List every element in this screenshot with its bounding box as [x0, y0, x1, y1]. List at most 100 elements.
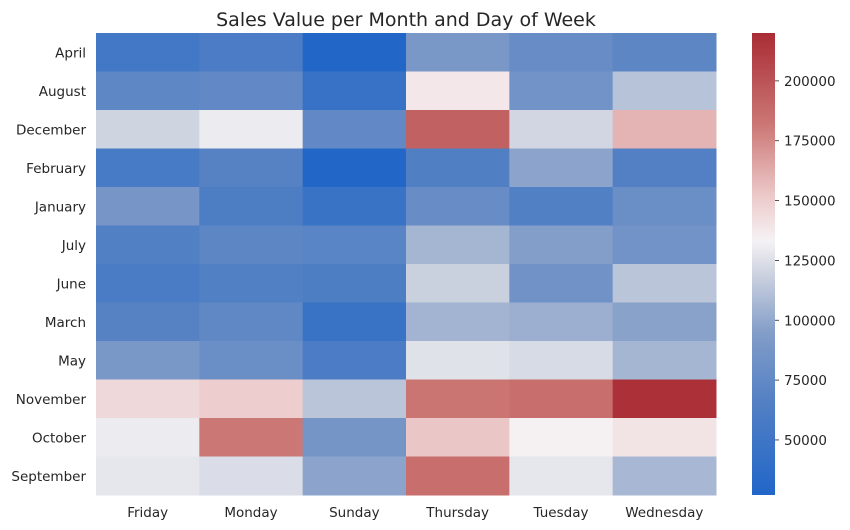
heatmap-cell: [509, 456, 614, 496]
colorbar-gradient: [752, 33, 775, 495]
x-tick-label: Sunday: [329, 505, 380, 521]
heatmap-cell: [612, 379, 717, 419]
heatmap-cell: [96, 33, 200, 72]
heatmap-cell: [509, 341, 614, 380]
heatmap-cell: [302, 33, 407, 72]
heatmap-cell: [406, 225, 510, 265]
y-tick-label: March: [45, 315, 86, 331]
heatmap-cell: [406, 110, 510, 149]
heatmap-cell: [302, 148, 407, 188]
heatmap-cell: [199, 418, 304, 457]
heatmap-cell: [96, 418, 200, 457]
x-tick-label: Tuesday: [533, 505, 589, 521]
y-tick-label: April: [55, 45, 86, 61]
heatmap-cell: [96, 379, 200, 419]
heatmap-cell: [406, 302, 510, 342]
x-tick-label: Wednesday: [625, 505, 703, 521]
heatmap-cell: [509, 71, 614, 111]
y-tick-label: October: [32, 430, 86, 446]
heatmap-cell: [406, 187, 510, 226]
heatmap-cell: [509, 148, 614, 188]
x-tick-label: Friday: [127, 505, 168, 521]
colorbar-tick-label: 50000: [784, 433, 827, 449]
heatmap-cell: [406, 379, 510, 419]
y-tick-label: June: [56, 276, 86, 292]
heatmap-cell: [509, 379, 614, 419]
heatmap-cell: [509, 418, 614, 457]
heatmap-cell: [612, 264, 717, 303]
heatmap-cell: [406, 33, 510, 72]
x-axis-tick-labels: Friday Monday Sunday Thursday Tuesday Wednesd…: [127, 505, 703, 521]
heatmap-cell: [612, 456, 717, 496]
heatmap-cell: [96, 148, 200, 188]
y-tick-label: November: [16, 392, 87, 408]
y-tick-label: May: [58, 353, 86, 369]
heatmap-cell: [302, 341, 407, 380]
heatmap-cell: [199, 71, 304, 111]
y-tick-label: August: [39, 84, 86, 100]
heatmap-cell: [302, 264, 407, 303]
colorbar-tick-label: 200000: [784, 74, 836, 90]
heatmap-cell: [199, 33, 304, 72]
y-tick-label: December: [16, 122, 86, 138]
y-tick-label: July: [61, 238, 86, 254]
heatmap-cell: [406, 418, 510, 457]
chart-title: Sales Value per Month and Day of Week: [216, 9, 596, 31]
heatmap-cell: [302, 302, 407, 342]
y-tick-label: January: [34, 199, 86, 215]
heatmap-cells: [96, 33, 717, 496]
heatmap-cell: [199, 302, 304, 342]
heatmap-cell: [406, 341, 510, 380]
heatmap-cell: [199, 110, 304, 149]
heatmap-cell: [96, 110, 200, 149]
heatmap-cell: [612, 341, 717, 380]
colorbar-tick-label: 150000: [784, 194, 836, 210]
colorbar-tick-label: 100000: [784, 313, 836, 329]
colorbar-tick-label: 175000: [784, 134, 836, 150]
heatmap-cell: [302, 71, 407, 111]
heatmap-cell: [509, 187, 614, 226]
x-tick-label: Thursday: [425, 505, 489, 521]
heatmap-cell: [199, 341, 304, 380]
heatmap-cell: [96, 225, 200, 265]
x-tick-label: Monday: [224, 505, 277, 521]
heatmap-cell: [199, 379, 304, 419]
y-tick-label: September: [11, 469, 86, 485]
heatmap-cell: [509, 264, 614, 303]
heatmap-cell: [199, 148, 304, 188]
colorbar-tick-label: 125000: [784, 253, 836, 269]
heatmap-cell: [302, 418, 407, 457]
heatmap-cell: [302, 110, 407, 149]
heatmap-cell: [199, 264, 304, 303]
heatmap-cell: [96, 456, 200, 496]
heatmap-cell: [199, 456, 304, 496]
heatmap-cell: [199, 225, 304, 265]
heatmap-cell: [612, 148, 717, 188]
heatmap-cell: [612, 71, 717, 111]
colorbar: 50000 75000 100000 125000 150000 175000 200000: [752, 33, 836, 495]
heatmap-cell: [406, 71, 510, 111]
y-axis-tick-labels: April August December February January July Ju…: [11, 45, 86, 485]
heatmap-cell: [96, 341, 200, 380]
heatmap-cell: [612, 302, 717, 342]
heatmap-cell: [612, 225, 717, 265]
heatmap-cell: [96, 187, 200, 226]
heatmap-cell: [302, 225, 407, 265]
y-tick-label: February: [26, 161, 86, 177]
heatmap-cell: [509, 33, 614, 72]
heatmap-cell: [199, 187, 304, 226]
heatmap-cell: [406, 264, 510, 303]
heatmap-cell: [406, 148, 510, 188]
colorbar-tick-label: 75000: [784, 373, 827, 389]
heatmap-cell: [509, 110, 614, 149]
heatmap-cell: [612, 33, 717, 72]
heatmap-cell: [509, 225, 614, 265]
heatmap-cell: [302, 379, 407, 419]
heatmap-cell: [612, 187, 717, 226]
heatmap-cell: [612, 418, 717, 457]
heatmap-cell: [302, 456, 407, 496]
heatmap-cell: [302, 187, 407, 226]
heatmap-cell: [509, 302, 614, 342]
heatmap-cell: [406, 456, 510, 496]
